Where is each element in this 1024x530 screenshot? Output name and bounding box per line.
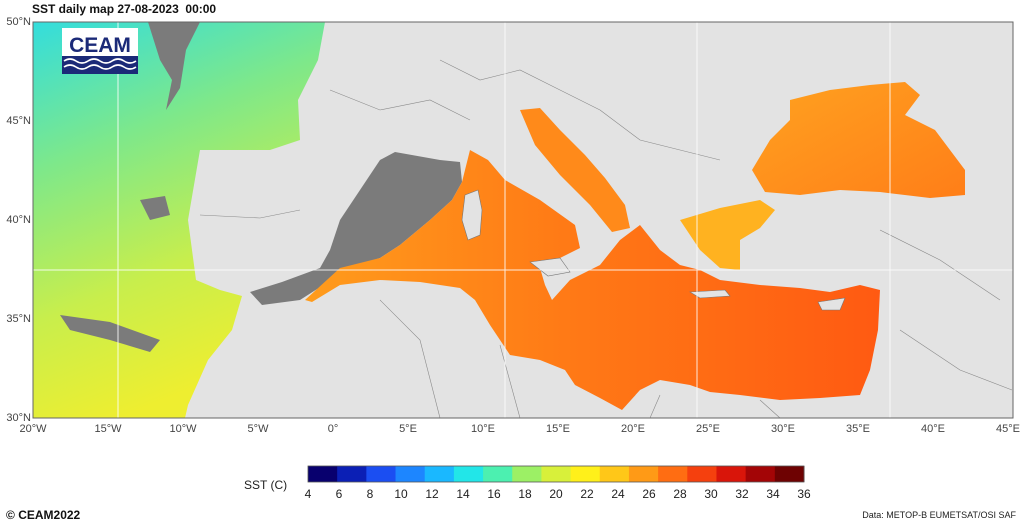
graticule: [33, 22, 1013, 418]
svg-text:CEAM: CEAM: [69, 34, 131, 57]
x-tick-label: 20°E: [621, 423, 645, 435]
x-tick-label: 40°E: [921, 423, 945, 435]
data-source-label: Data: METOP-B EUMETSAT/OSI SAF: [862, 510, 1016, 520]
colorbar-swatch: [745, 466, 776, 482]
x-tick-label: 25°E: [696, 423, 720, 435]
colorbar-tick-label: 30: [704, 487, 718, 501]
colorbar-swatch: [512, 466, 542, 482]
colorbar-swatch: [687, 466, 717, 482]
atlantic-cloud: [140, 196, 170, 220]
colorbar-swatch: [424, 466, 455, 482]
island-cyprus: [817, 297, 846, 311]
colorbar-swatch: [366, 466, 397, 482]
colorbar-tick-label: 36: [797, 487, 811, 501]
country-borders: [199, 59, 1013, 419]
colorbar-swatch: [395, 466, 426, 482]
colorbar-tick-label: 22: [580, 487, 594, 501]
colorbar-tick-label: 34: [766, 487, 780, 501]
black-sea: [752, 82, 965, 198]
colorbar-tick-label: 28: [673, 487, 687, 501]
x-tick-label: 0°: [328, 423, 339, 435]
sst-map: CEAM 20°W 15°W 10°W 5°W 0° 5°E 10°E 15°E 20°E 25°…: [6, 16, 1020, 435]
map-title: SST daily map 27-08-2023 00:00: [32, 2, 217, 16]
colorbar-label: SST (C): [244, 478, 287, 492]
colorbar-tick-label: 26: [642, 487, 656, 501]
island-corsica-sardinia: [461, 189, 483, 241]
copyright-icon: ©: [6, 508, 15, 522]
x-tick-label: 15°E: [546, 423, 570, 435]
colorbar-tick-label: 24: [611, 487, 625, 501]
colorbar-tick-label: 14: [456, 487, 470, 501]
island-sicily: [529, 257, 571, 277]
x-tick-label: 10°W: [169, 423, 197, 435]
x-tick-label: 30°E: [771, 423, 795, 435]
y-tick-label: 50°N: [6, 16, 31, 28]
colorbar-swatch: [541, 466, 572, 482]
colorbar-swatch: [716, 466, 747, 482]
colorbar-swatch: [570, 466, 601, 482]
adriatic-sea: [520, 108, 630, 232]
atlantic-cloud: [148, 22, 200, 110]
colorbar-swatch: [337, 466, 367, 482]
y-tick-label: 40°N: [6, 214, 31, 226]
colorbar-swatch: [628, 466, 659, 482]
x-tick-label: 20°W: [19, 423, 47, 435]
colorbar-tick-label: 18: [518, 487, 532, 501]
x-tick-label: 5°E: [399, 423, 417, 435]
y-tick-label: 45°N: [6, 115, 31, 127]
y-tick-label: 35°N: [6, 313, 31, 325]
y-tick-label: 30°N: [6, 412, 31, 424]
atlantic-cloud: [60, 315, 160, 352]
colorbar-tick-label: 32: [735, 487, 749, 501]
med-cloud: [250, 152, 462, 305]
colorbar-tick-label: 10: [394, 487, 408, 501]
colorbar-tick-label: 8: [367, 487, 374, 501]
x-tick-label: 10°E: [471, 423, 495, 435]
copyright-label: © CEAM2022: [6, 508, 80, 522]
x-tick-label: 35°E: [846, 423, 870, 435]
x-tick-label: 15°W: [94, 423, 122, 435]
colorbar-swatch: [483, 466, 513, 482]
copyright-text: CEAM2022: [18, 508, 81, 522]
ceam-logo: CEAM: [62, 28, 138, 74]
colorbar-tick-label: 4: [305, 487, 312, 501]
colorbar-tick-label: 6: [336, 487, 343, 501]
mediterranean-sea: [305, 150, 880, 410]
colorbar-swatch: [453, 466, 484, 482]
colorbar-swatch: [308, 466, 338, 482]
colorbar-swatch: [658, 466, 688, 482]
atlantic-sea: [33, 22, 325, 418]
colorbar-swatch: [599, 466, 630, 482]
colorbar-tick-label: 20: [549, 487, 563, 501]
colorbar-swatch: [774, 466, 805, 482]
colorbar-tick-label: 12: [425, 487, 439, 501]
x-tick-label: 45°E: [996, 423, 1020, 435]
colorbar-tick-label: 16: [487, 487, 501, 501]
aegean-sea: [680, 200, 775, 270]
x-tick-label: 5°W: [248, 423, 270, 435]
colorbar: SST (C) 4 6 8 10 12 14 16 18 20 22 24 26 28 30 32 34 36: [244, 465, 811, 501]
